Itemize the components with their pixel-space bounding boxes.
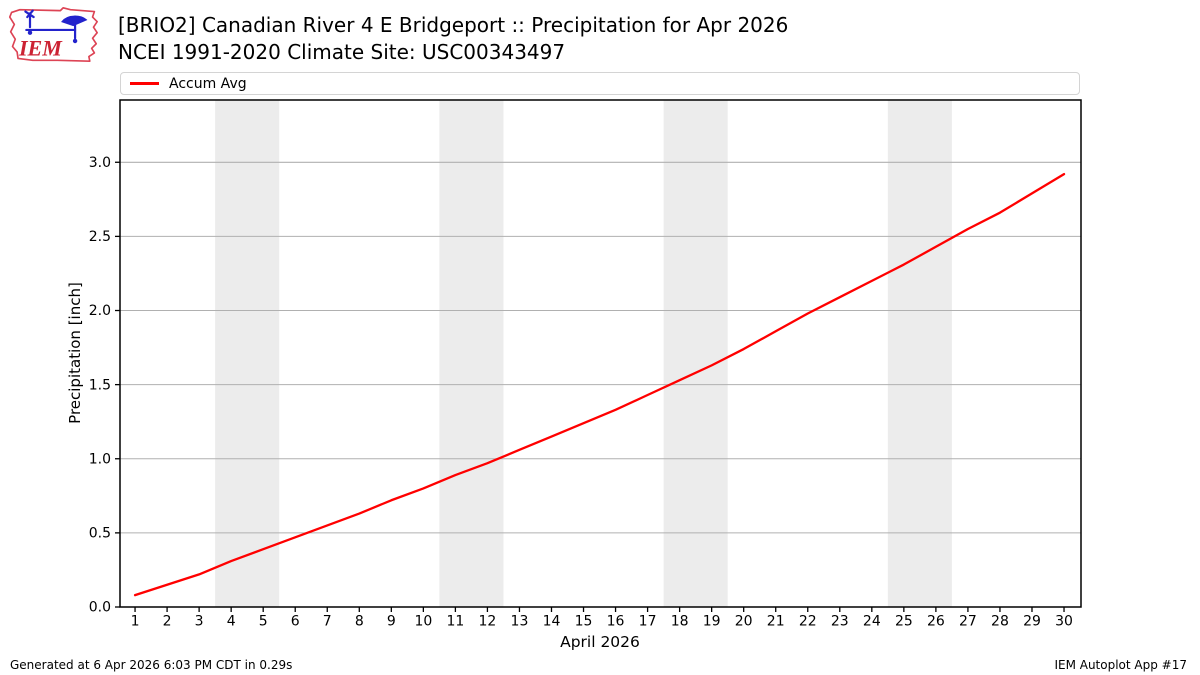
weekend-band xyxy=(887,100,952,607)
y-tick-label: 0.5 xyxy=(89,525,111,541)
app-credit-text: IEM Autoplot App #17 xyxy=(1054,658,1187,672)
weekend-band xyxy=(215,100,280,607)
x-tick-label: 6 xyxy=(291,614,300,630)
x-tick-label: 20 xyxy=(735,614,753,630)
x-tick-label: 16 xyxy=(607,614,625,630)
weekend-band xyxy=(439,100,504,607)
x-tick-label: 11 xyxy=(446,614,464,630)
axes-spines xyxy=(119,99,1082,608)
x-tick-label: 3 xyxy=(195,614,204,630)
weekend-band xyxy=(663,100,728,607)
y-tick-label: 1.0 xyxy=(89,451,111,467)
y-tick-label: 0.0 xyxy=(89,600,111,616)
x-tick-label: 24 xyxy=(863,614,881,630)
x-tick-label: 27 xyxy=(959,614,977,630)
accum-avg-line xyxy=(133,172,1066,597)
x-tick-label: 7 xyxy=(323,614,332,630)
x-tick-label: 30 xyxy=(1055,614,1073,630)
x-tick-label: 8 xyxy=(355,614,364,630)
x-tick-label: 4 xyxy=(227,614,236,630)
x-tick-label: 9 xyxy=(387,614,396,630)
y-tick-label: 1.5 xyxy=(89,377,111,393)
y-axis-label: Precipitation [inch] xyxy=(66,282,84,424)
chart-subtitle: NCEI 1991-2020 Climate Site: USC00343497 xyxy=(118,40,566,64)
chart-title-block: [BRIO2] Canadian River 4 E Bridgeport ::… xyxy=(118,12,788,66)
x-tick-label: 22 xyxy=(799,614,817,630)
generated-at-text: Generated at 6 Apr 2026 6:03 PM CDT in 0… xyxy=(10,658,293,672)
x-tick-label: 14 xyxy=(543,614,561,630)
x-tick-label: 13 xyxy=(511,614,529,630)
x-tick-label: 10 xyxy=(414,614,432,630)
x-tick-label: 25 xyxy=(895,614,913,630)
x-tick-label: 18 xyxy=(671,614,689,630)
legend-line-swatch xyxy=(130,82,159,85)
legend: Accum Avg xyxy=(120,72,1080,95)
x-tick-label: 28 xyxy=(991,614,1009,630)
x-tick-label: 23 xyxy=(831,614,849,630)
x-tick-label: 26 xyxy=(927,614,945,630)
x-tick-label: 12 xyxy=(479,614,497,630)
y-tick-label: 2.0 xyxy=(89,303,111,319)
iem-logo: IEM xyxy=(8,7,98,63)
weather-vane-icon xyxy=(24,9,88,44)
x-tick-label: 15 xyxy=(575,614,593,630)
x-tick-label: 2 xyxy=(163,614,172,630)
x-tick-label: 17 xyxy=(639,614,657,630)
x-tick-label: 1 xyxy=(131,614,140,630)
x-tick-label: 21 xyxy=(767,614,785,630)
legend-label: Accum Avg xyxy=(169,75,247,92)
iem-logo-text: IEM xyxy=(18,36,63,61)
x-tick-label: 19 xyxy=(703,614,721,630)
x-tick-label: 5 xyxy=(259,614,268,630)
chart-title: [BRIO2] Canadian River 4 E Bridgeport ::… xyxy=(118,13,789,37)
y-tick-label: 3.0 xyxy=(89,155,111,171)
y-tick-label: 2.5 xyxy=(89,229,111,245)
x-axis-label: April 2026 xyxy=(560,633,640,651)
x-tick-label: 29 xyxy=(1023,614,1041,630)
